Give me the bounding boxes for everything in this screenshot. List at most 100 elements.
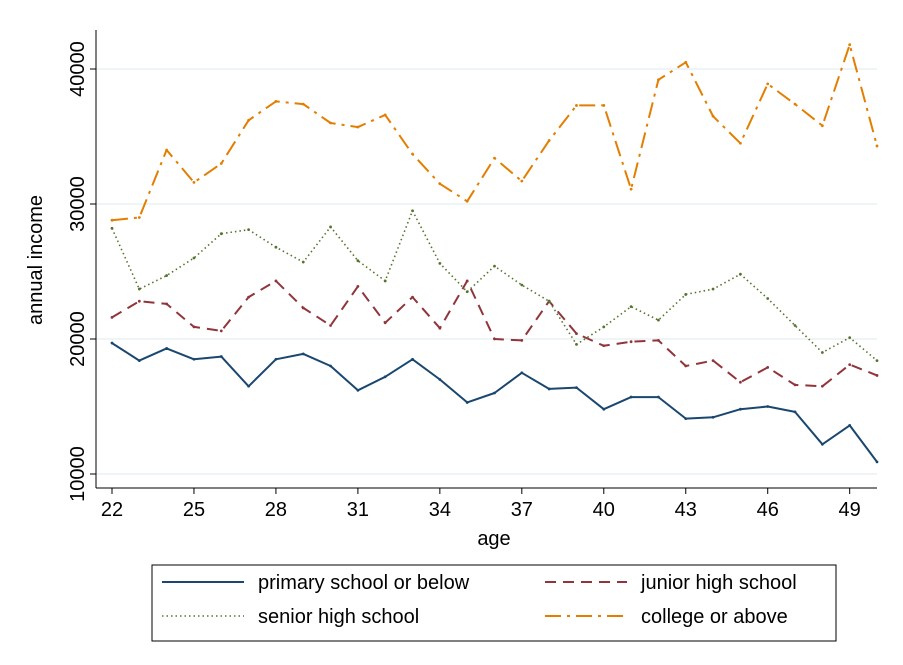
data-point (848, 424, 852, 427)
data-point (547, 387, 551, 391)
x-tick-label: 37 (511, 499, 533, 521)
data-point (493, 156, 496, 160)
x-tick-label: 40 (593, 499, 615, 521)
data-point (110, 218, 114, 222)
data-point (356, 388, 360, 392)
data-point (438, 182, 442, 186)
data-point (383, 279, 387, 283)
data-point (875, 144, 879, 148)
data-point (301, 102, 305, 106)
data-point (274, 100, 278, 103)
data-point (684, 293, 688, 296)
data-point (383, 113, 387, 117)
data-point (820, 351, 824, 354)
data-point (329, 121, 332, 125)
y-tick-label: 20000 (67, 311, 89, 367)
data-point (738, 141, 742, 145)
data-point (356, 259, 360, 263)
data-point (329, 364, 332, 368)
data-point (438, 326, 442, 330)
data-point (110, 316, 114, 319)
data-point (219, 329, 223, 333)
data-point (438, 262, 442, 265)
data-point (629, 187, 633, 191)
data-point (875, 374, 879, 377)
legend: primary school or below junior high schoo… (151, 564, 837, 642)
data-point (520, 338, 524, 342)
data-point (602, 325, 606, 329)
data-point (766, 365, 770, 369)
data-point (356, 284, 360, 288)
data-point (520, 179, 524, 183)
data-point (411, 295, 414, 299)
x-tick-label: 46 (757, 499, 779, 521)
data-point (711, 114, 715, 118)
data-point (848, 43, 852, 47)
data-point (383, 375, 387, 379)
data-point (137, 359, 141, 362)
data-point (192, 181, 196, 184)
data-point (738, 407, 742, 411)
data-point (247, 295, 251, 299)
data-point (602, 407, 606, 411)
data-point (465, 199, 469, 203)
data-point (165, 347, 169, 350)
data-point (547, 139, 551, 142)
data-point (137, 216, 141, 219)
data-point (547, 299, 551, 303)
data-point (848, 336, 852, 340)
grid (96, 68, 877, 475)
data-point (820, 124, 824, 128)
data-point (493, 337, 496, 341)
data-point (711, 287, 715, 291)
data-point (301, 352, 305, 356)
x-tick-label: 49 (839, 499, 861, 521)
y-axis-label: annual income (25, 195, 47, 325)
data-point (192, 357, 196, 361)
x-axis-label: age (477, 528, 510, 550)
data-point (602, 104, 606, 107)
data-point (820, 442, 824, 446)
data-point (465, 401, 469, 404)
data-point (738, 380, 742, 384)
data-point (274, 245, 278, 249)
x-tick-label: 31 (347, 499, 369, 521)
data-point (438, 378, 442, 381)
data-point (165, 302, 169, 306)
legend-box (151, 564, 837, 642)
legend-label: junior high school (640, 572, 797, 594)
data-point (219, 232, 223, 236)
data-point (274, 357, 278, 361)
legend-label: senior high school (258, 606, 419, 628)
data-point (383, 321, 387, 325)
data-point (493, 391, 496, 395)
data-point (329, 324, 332, 327)
data-point (793, 410, 797, 414)
data-point (192, 256, 196, 260)
data-point (738, 272, 742, 276)
legend-label: college or above (641, 606, 788, 628)
data-point (684, 364, 688, 368)
x-tick-label: 34 (429, 499, 451, 521)
data-point (274, 279, 278, 283)
data-point (165, 274, 169, 277)
x-tick-label: 43 (675, 499, 697, 521)
data-point (575, 386, 578, 389)
data-point (766, 82, 770, 86)
data-point (301, 260, 305, 264)
data-point (411, 209, 414, 213)
data-point (766, 405, 770, 408)
data-point (329, 225, 332, 229)
data-point (657, 78, 660, 82)
data-point (766, 297, 770, 300)
axes: 10000 20000 30000 40000 22 25 28 31 34 37 40 43 46 49 (67, 30, 877, 521)
data-point (137, 287, 141, 291)
data-point (848, 363, 852, 367)
data-point (629, 395, 633, 399)
data-point (793, 383, 797, 387)
data-point (411, 152, 414, 156)
x-tick-label: 28 (265, 499, 287, 521)
legend-label: primary school or below (258, 572, 470, 594)
